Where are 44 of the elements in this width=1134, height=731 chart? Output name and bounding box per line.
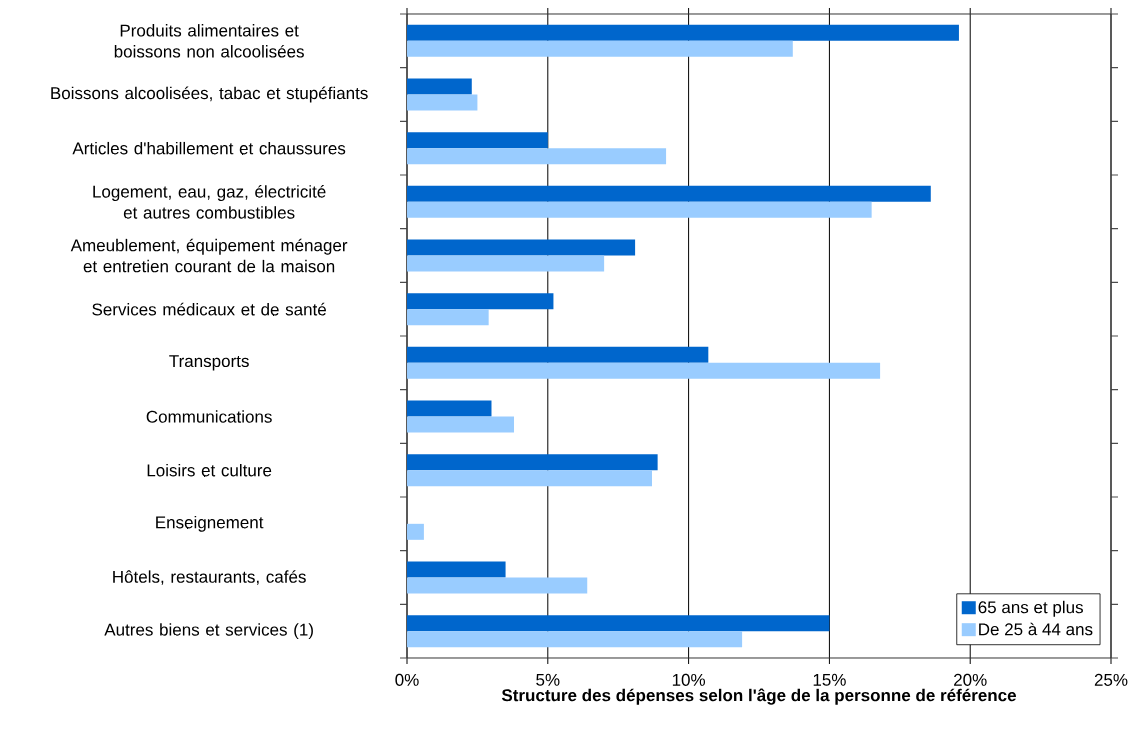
y-tick-label: Communications xyxy=(146,410,272,423)
bar xyxy=(407,201,872,218)
bar xyxy=(407,615,830,632)
legend-label: 65 ans et plus xyxy=(978,600,1083,617)
bar xyxy=(407,94,478,111)
bar xyxy=(407,523,424,540)
y-tick-label: Services médicaux et de santé xyxy=(92,302,326,316)
bar xyxy=(407,78,472,95)
bar xyxy=(407,400,492,417)
x-axis-title: Structure des dépenses selon l'âge de la personne de référence xyxy=(501,688,1016,705)
bar xyxy=(407,40,793,57)
x-tick-label: 5% xyxy=(536,673,560,686)
bar xyxy=(407,255,605,272)
x-tick-label: 0% xyxy=(395,673,419,686)
y-tick-label: Logement, eau, gaz, électricité et autres combustibles xyxy=(93,184,326,219)
x-tick-label: 25% xyxy=(1094,673,1128,686)
bar xyxy=(407,132,548,149)
legend-label: De 25 à 44 ans xyxy=(979,622,1093,636)
bar xyxy=(407,577,588,594)
bar xyxy=(407,416,515,433)
bar xyxy=(407,454,658,471)
bar xyxy=(407,362,881,379)
y-tick-label: Produits alimentaires et boissons non alcoolisées xyxy=(114,24,304,58)
y-tick-label: Articles d'habillement et chaussures xyxy=(72,141,346,155)
y-tick-label: Ameublement, équipement ménager et entretien courant de la maison xyxy=(70,238,348,273)
x-tick-label: 20% xyxy=(954,673,987,686)
bar xyxy=(407,561,506,578)
y-tick-label: Autres biens et services (1) xyxy=(104,623,313,640)
bar xyxy=(407,309,489,326)
y-tick-label: Hôtels, restaurants, cafés xyxy=(113,570,306,585)
bar xyxy=(407,148,667,165)
bar xyxy=(407,239,636,256)
bar xyxy=(407,346,709,363)
x-tick-label: 15% xyxy=(813,673,846,686)
bar xyxy=(407,631,743,648)
bar xyxy=(407,470,652,487)
bar xyxy=(407,24,959,41)
y-tick-label: Transports xyxy=(169,355,249,371)
x-tick-label: 10% xyxy=(672,673,706,686)
y-tick-label: Enseignement xyxy=(156,515,264,532)
y-tick-label: Loisirs et culture xyxy=(147,463,272,477)
bar xyxy=(407,185,931,202)
y-tick-label: Boissons alcoolisées, tabac et stupéfiants xyxy=(51,86,368,103)
bar xyxy=(407,293,554,310)
